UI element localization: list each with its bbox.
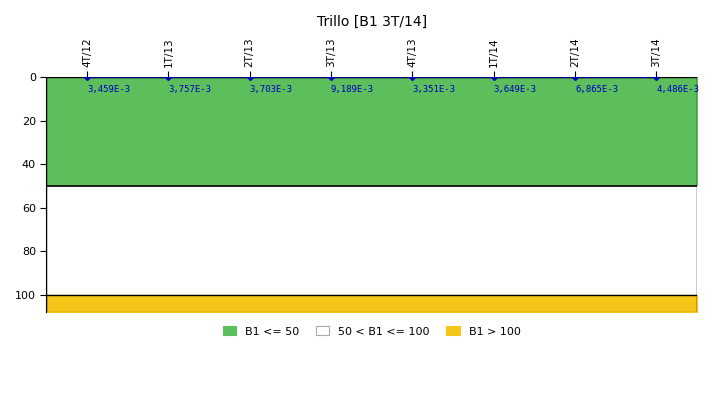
Text: 3,351E-3: 3,351E-3 <box>413 85 455 94</box>
Text: 3,649E-3: 3,649E-3 <box>494 85 536 94</box>
Legend: B1 <= 50, 50 < B1 <= 100, B1 > 100: B1 <= 50, 50 < B1 <= 100, B1 > 100 <box>217 320 526 342</box>
Text: 3,703E-3: 3,703E-3 <box>250 85 293 94</box>
Text: 4,486E-3: 4,486E-3 <box>656 85 699 94</box>
Text: 3,459E-3: 3,459E-3 <box>87 85 130 94</box>
Text: 9,189E-3: 9,189E-3 <box>331 85 374 94</box>
Text: 3,757E-3: 3,757E-3 <box>168 85 212 94</box>
Title: Trillo [B1 3T/14]: Trillo [B1 3T/14] <box>317 15 427 29</box>
Text: 6,865E-3: 6,865E-3 <box>575 85 618 94</box>
